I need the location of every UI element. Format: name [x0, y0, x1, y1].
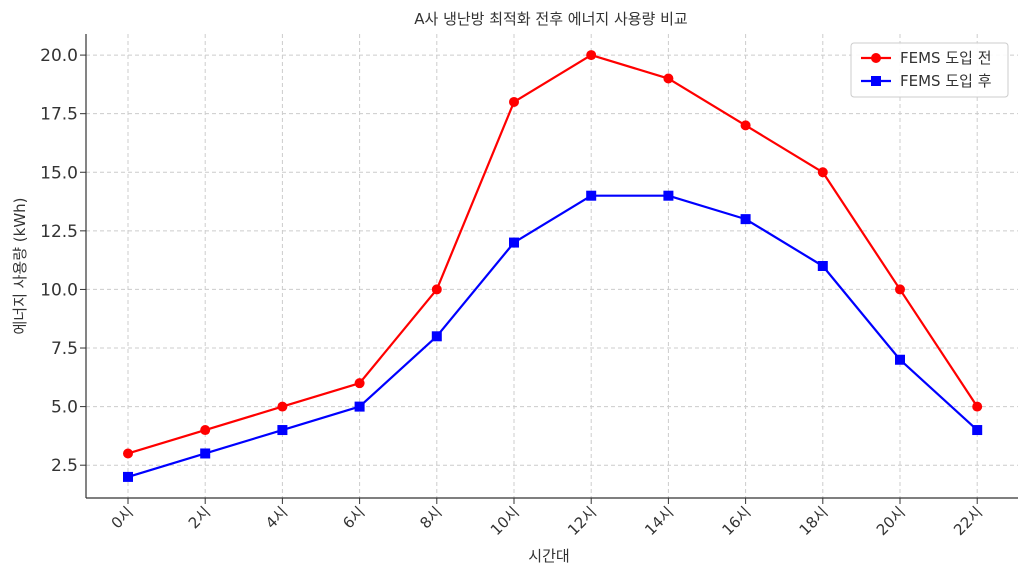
y-tick-labels: 2.5 5.0 7.5 10.0 12.5 15.0 17.5 20.0: [40, 46, 78, 476]
x-tick-label: 14시: [641, 503, 677, 539]
x-tick-label: 6시: [339, 503, 368, 532]
data-point-circle: [740, 120, 751, 131]
y-tick-label: 7.5: [51, 339, 78, 359]
data-point-circle: [354, 378, 365, 389]
series-line-1: [127, 53, 979, 455]
data-point-circle: [200, 425, 211, 436]
data-point-square: [817, 261, 828, 271]
legend-box: [850, 42, 1009, 98]
legend: FEMS 도입 전 FEMS 도입 후: [850, 42, 1009, 98]
data-point-square: [123, 471, 133, 482]
data-point-square: [200, 448, 211, 459]
y-tick-label: 10.0: [40, 280, 78, 300]
legend-marker-square: [871, 76, 881, 86]
axes: [80, 34, 1018, 504]
data-point-square: [972, 425, 983, 436]
x-tick-label: 12시: [564, 503, 600, 539]
grid: [86, 34, 1018, 498]
data-point-circle: [431, 284, 442, 295]
data-point-circle: [123, 448, 133, 459]
data-point-circle: [817, 167, 828, 178]
data-point-square: [663, 190, 674, 201]
data-point-circle: [972, 401, 983, 412]
x-tick-label: 18시: [796, 503, 832, 539]
y-tick-label: 20.0: [40, 46, 78, 66]
data-point-square: [586, 190, 597, 201]
x-tick-label: 20시: [873, 503, 909, 539]
chart-title: A사 냉난방 최적화 전후 에너지 사용량 비교: [414, 10, 687, 28]
series-line-2: [127, 194, 978, 478]
legend-marker-circle: [871, 53, 881, 63]
data-point-circle: [586, 50, 597, 61]
data-point-circle: [663, 73, 674, 84]
x-tick-labels: 0시 2시 4시 6시 8시 10시 12시 14시 16시 18시 20시 22시: [108, 503, 986, 539]
legend-label: FEMS 도입 후: [900, 72, 992, 90]
x-tick-label: 8시: [416, 503, 445, 532]
x-axis-label: 시간대: [528, 547, 569, 565]
y-tick-label: 15.0: [40, 163, 78, 183]
x-tick-label: 4시: [262, 503, 291, 532]
y-tick-label: 17.5: [40, 105, 78, 125]
y-tick-label: 12.5: [40, 222, 78, 242]
y-tick-label: 5.0: [51, 398, 78, 418]
data-point-square: [895, 354, 905, 365]
data-point-square: [509, 237, 519, 248]
legend-label: FEMS 도입 전: [900, 49, 992, 67]
data-point-circle: [277, 401, 288, 412]
x-tick-label: 22시: [950, 503, 986, 539]
data-point-square: [431, 331, 442, 342]
x-tick-label: 10시: [487, 503, 523, 539]
x-tick-label: 2시: [185, 503, 214, 532]
y-tick-label: 2.5: [51, 456, 78, 476]
data-point-circle: [509, 96, 519, 107]
y-axis-label: 에너지 사용량 (kWh): [11, 197, 29, 334]
data-point-square: [740, 214, 751, 225]
data-point-square: [354, 401, 365, 412]
x-tick-label: 16시: [718, 503, 754, 539]
series: [123, 50, 983, 482]
x-tick-label: 0시: [108, 503, 137, 532]
data-point-circle: [895, 284, 905, 295]
data-point-square: [277, 425, 288, 436]
